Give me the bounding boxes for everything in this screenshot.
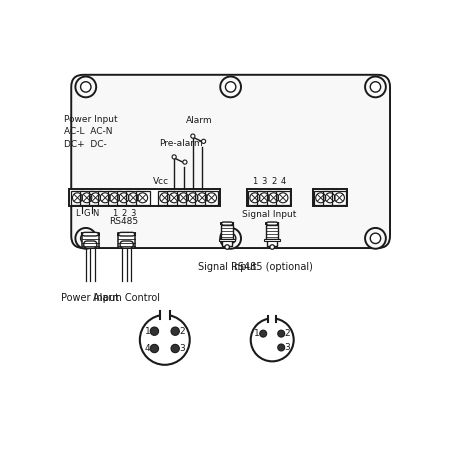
Bar xyxy=(176,191,190,205)
Circle shape xyxy=(260,330,267,337)
Circle shape xyxy=(365,76,386,97)
Text: L: L xyxy=(75,209,80,218)
Bar xyxy=(89,191,103,205)
Text: 2: 2 xyxy=(179,327,185,336)
Text: G: G xyxy=(84,209,90,218)
Circle shape xyxy=(225,245,230,249)
Bar xyxy=(267,239,277,246)
FancyBboxPatch shape xyxy=(71,75,390,248)
Bar xyxy=(267,191,280,205)
Bar xyxy=(158,191,172,205)
Text: 3: 3 xyxy=(261,177,267,186)
FancyBboxPatch shape xyxy=(266,222,279,225)
Bar xyxy=(268,316,276,322)
Circle shape xyxy=(172,155,176,159)
Text: 1: 1 xyxy=(254,329,260,338)
Bar xyxy=(257,191,271,205)
Text: 2: 2 xyxy=(122,209,126,218)
Bar xyxy=(81,235,99,248)
Text: Vcc: Vcc xyxy=(153,177,169,186)
Bar xyxy=(195,191,209,205)
Circle shape xyxy=(220,228,241,249)
Bar xyxy=(69,189,220,206)
FancyBboxPatch shape xyxy=(221,222,234,225)
Circle shape xyxy=(370,233,381,243)
Text: 4: 4 xyxy=(144,344,150,353)
Bar xyxy=(222,239,232,246)
Circle shape xyxy=(278,344,285,351)
Circle shape xyxy=(220,76,241,97)
Circle shape xyxy=(183,160,187,164)
Text: 4: 4 xyxy=(280,177,286,186)
Bar xyxy=(221,225,234,240)
Text: 3: 3 xyxy=(179,344,185,353)
Bar xyxy=(71,191,85,205)
Text: Power Input: Power Input xyxy=(61,293,119,303)
Circle shape xyxy=(76,228,96,249)
Bar xyxy=(118,235,135,248)
Bar xyxy=(186,191,200,205)
Bar xyxy=(323,191,337,205)
Bar xyxy=(333,191,346,205)
Circle shape xyxy=(191,134,195,138)
Bar xyxy=(167,191,181,205)
Text: Alarm: Alarm xyxy=(186,116,212,125)
Text: 2: 2 xyxy=(285,329,290,338)
Circle shape xyxy=(150,327,158,335)
Circle shape xyxy=(150,344,158,353)
Text: Pre-alarm: Pre-alarm xyxy=(159,139,202,148)
Bar xyxy=(219,239,235,241)
Text: 3: 3 xyxy=(284,343,290,352)
Bar xyxy=(248,191,262,205)
Circle shape xyxy=(251,319,294,361)
Text: 1: 1 xyxy=(112,209,117,218)
Text: AC-L  AC-N: AC-L AC-N xyxy=(64,127,113,136)
Circle shape xyxy=(140,315,190,365)
Text: 1: 1 xyxy=(252,177,257,186)
FancyBboxPatch shape xyxy=(81,232,99,236)
Bar xyxy=(264,239,280,241)
Circle shape xyxy=(225,233,236,243)
Bar xyxy=(247,189,291,206)
Text: Signal Input: Signal Input xyxy=(242,210,296,219)
Circle shape xyxy=(365,228,386,249)
Bar xyxy=(276,191,290,205)
Bar xyxy=(205,191,219,205)
Bar xyxy=(266,225,279,240)
Bar xyxy=(314,191,328,205)
Bar xyxy=(117,191,131,205)
Circle shape xyxy=(225,82,236,92)
Bar xyxy=(98,191,112,205)
Text: 2: 2 xyxy=(271,177,276,186)
Text: RS485 (optional): RS485 (optional) xyxy=(231,262,313,272)
Circle shape xyxy=(370,82,381,92)
Bar xyxy=(126,191,140,205)
Text: DC+  DC-: DC+ DC- xyxy=(64,140,107,148)
Circle shape xyxy=(171,344,180,353)
Bar xyxy=(108,191,122,205)
Circle shape xyxy=(202,139,206,144)
Bar xyxy=(313,189,347,206)
Circle shape xyxy=(81,233,91,243)
Text: Alarm Control: Alarm Control xyxy=(93,293,160,303)
Text: RS485: RS485 xyxy=(109,217,139,226)
Text: Power Input: Power Input xyxy=(64,115,118,124)
Circle shape xyxy=(81,82,91,92)
Circle shape xyxy=(171,327,180,335)
Text: 1: 1 xyxy=(144,327,150,336)
Text: 3: 3 xyxy=(130,209,136,218)
Bar xyxy=(80,191,94,205)
Text: Signal Input: Signal Input xyxy=(198,262,256,272)
Circle shape xyxy=(76,76,96,97)
FancyBboxPatch shape xyxy=(84,241,97,248)
FancyBboxPatch shape xyxy=(118,232,135,236)
FancyBboxPatch shape xyxy=(120,241,133,248)
Bar xyxy=(160,313,170,319)
Text: N: N xyxy=(92,209,99,218)
Bar xyxy=(136,191,149,205)
Circle shape xyxy=(278,330,285,337)
Circle shape xyxy=(270,245,274,249)
